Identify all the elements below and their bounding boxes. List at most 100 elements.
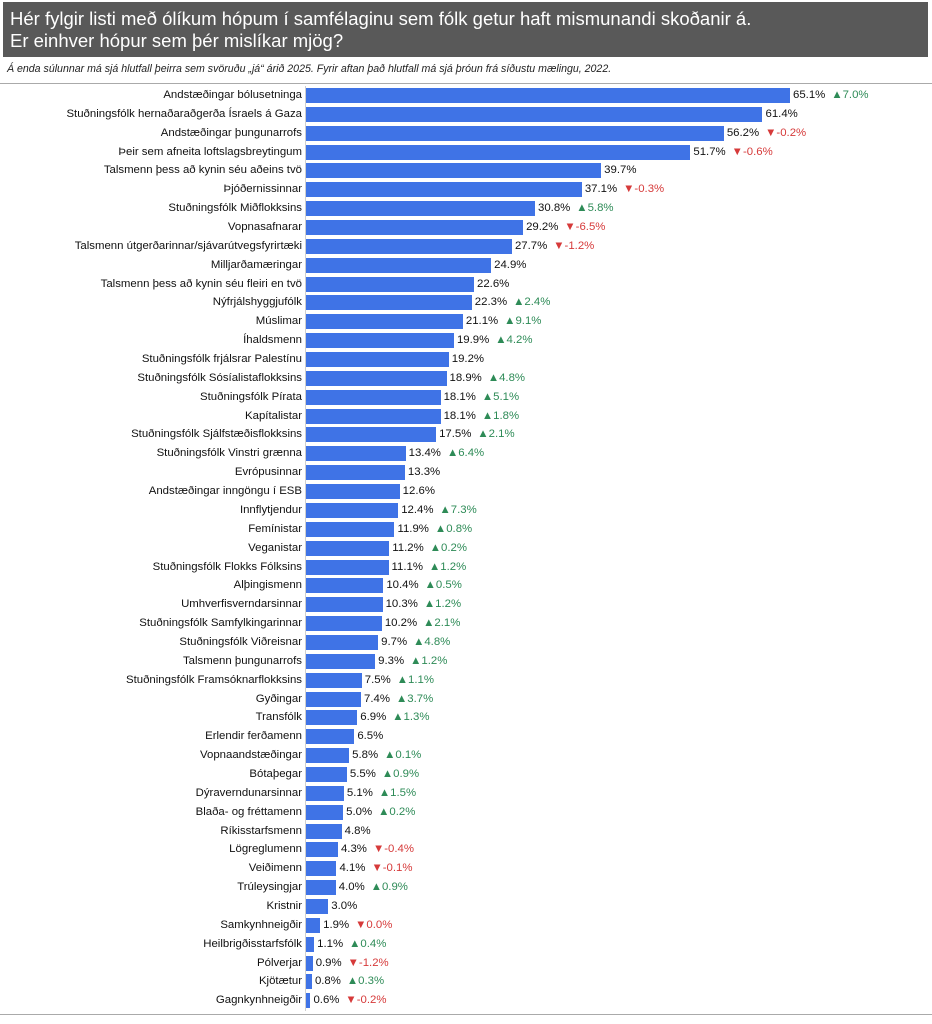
- change-up-label: ▲1.2%: [423, 598, 462, 611]
- bar-row: Vopnasafnarar 29.2% ▼-6.5%: [0, 218, 932, 237]
- value-text: 19.2%: [451, 353, 485, 366]
- value-text: 10.3%: [385, 598, 418, 611]
- value-text: 5.5%: [349, 767, 376, 780]
- bar: [306, 917, 321, 933]
- bar: [306, 446, 406, 462]
- value-text: 6.9%: [360, 711, 387, 724]
- bar: [306, 540, 390, 556]
- category-label: Stuðningsfólk Sósíalistaflokksins: [137, 371, 302, 384]
- bar: [306, 465, 405, 481]
- change-up-label: ▲2.1%: [423, 617, 461, 630]
- change-up-label: ▲7.0%: [831, 89, 869, 101]
- value-text: 27.7%: [514, 239, 548, 252]
- change-down-label: ▼-1.2%: [347, 956, 389, 969]
- category-label: Vopnaandstæðingar: [200, 749, 302, 762]
- change-up-label: ▲2.1%: [477, 428, 515, 441]
- bar-row: Nýfrjálshyggjufólk 22.3% ▲2.4%: [0, 293, 932, 312]
- value-label: 29.2% ▼-6.5%: [526, 220, 605, 235]
- category-label: Umhverfisverndarsinnar: [181, 598, 302, 611]
- value-text: 13.3%: [407, 466, 441, 479]
- change-up-label: ▲7.3%: [439, 503, 477, 516]
- bar-row: Evrópusinnar 13.3%: [0, 463, 932, 482]
- change-down-label: ▼-0.3%: [623, 183, 665, 196]
- category-label: Transfólk: [255, 711, 302, 724]
- value-label: 6.9% ▲1.3%: [360, 710, 429, 725]
- value-text: 22.3%: [474, 296, 508, 309]
- value-label: 22.6%: [477, 277, 509, 292]
- bar: [306, 578, 384, 594]
- change-up-label: ▲1.3%: [392, 711, 430, 724]
- bar: [306, 276, 475, 292]
- header-divider: [0, 83, 932, 84]
- value-text: 17.5%: [439, 428, 472, 441]
- bar: [306, 823, 342, 839]
- bar-row: Alþingismenn 10.4% ▲0.5%: [0, 576, 932, 595]
- value-text: 30.8%: [537, 202, 571, 215]
- category-label: Milljarðamæringar: [210, 258, 302, 271]
- change-up-label: ▲6.4%: [446, 447, 485, 460]
- change-up-label: ▲2.4%: [513, 296, 551, 309]
- value-label: 61.4%: [765, 107, 797, 122]
- value-text: 39.7%: [604, 164, 637, 177]
- bar-row: Íhaldsmenn 19.9% ▲4.2%: [0, 331, 932, 350]
- bar-row: Gagnkynhneigðir 0.6% ▼-0.2%: [0, 991, 932, 1010]
- change-up-label: ▲1.5%: [378, 786, 417, 799]
- change-up-label: ▲3.7%: [395, 692, 434, 705]
- bar-row: Samkynhneigðir 1.9% ▼0.0%: [0, 916, 932, 935]
- value-text: 9.3%: [378, 654, 405, 667]
- bar-row: Stuðningsfólk Framsóknarflokksins 7.5% ▲1.…: [0, 671, 932, 690]
- value-label: 10.2% ▲2.1%: [385, 616, 461, 631]
- change-up-label: ▲0.8%: [434, 522, 473, 535]
- bar: [306, 88, 790, 103]
- bar: [306, 201, 535, 217]
- value-label: 13.3%: [408, 465, 440, 480]
- chart-title-line-1: Hér fylgir listi með ólíkum hópum í samf…: [10, 8, 752, 29]
- value-label: 18.1% ▲1.8%: [444, 409, 520, 424]
- chart-title-line-2: Er einhver hópur sem þér mislíkar mjög?: [10, 30, 344, 51]
- bar: [306, 785, 344, 801]
- bar: [306, 125, 724, 141]
- value-label: 10.3% ▲1.2%: [386, 597, 462, 612]
- bar-row: Stuðningsfólk Sósíalistaflokksins 18.9% ▲4…: [0, 369, 932, 388]
- value-label: 11.9% ▲0.8%: [397, 522, 472, 537]
- category-label: Trúleysingjar: [237, 881, 302, 894]
- bar-row: Talsmenn þungunarrofs 9.3% ▲1.2%: [0, 652, 932, 671]
- change-up-label: ▲0.2%: [429, 541, 467, 554]
- category-label: Lögreglumenn: [229, 843, 302, 856]
- value-label: 56.2% ▼-0.2%: [727, 126, 806, 141]
- value-text: 1.9%: [323, 918, 350, 931]
- value-text: 24.9%: [494, 258, 527, 271]
- bar: [306, 936, 315, 952]
- value-text: 29.2%: [526, 221, 559, 234]
- value-label: 30.8% ▲5.8%: [538, 201, 614, 216]
- category-label: Kjötætur: [258, 975, 302, 988]
- value-label: 18.1% ▲5.1%: [444, 390, 520, 405]
- value-label: 5.8% ▲0.1%: [352, 748, 421, 763]
- value-label: 9.7% ▲4.8%: [381, 635, 450, 650]
- bar-row: Femínistar 11.9% ▲0.8%: [0, 520, 932, 539]
- bar-row: Kapítalistar 18.1% ▲1.8%: [0, 407, 932, 426]
- value-label: 12.6%: [403, 484, 435, 499]
- category-label: Nýfrjálshyggjufólk: [212, 296, 302, 309]
- value-label: 4.3% ▼-0.4%: [341, 842, 414, 857]
- category-label: Pólverjar: [257, 956, 302, 969]
- bar-row: Talsmenn þess að kynin séu fleiri en tvö…: [0, 275, 932, 294]
- change-up-label: ▲0.9%: [370, 881, 408, 894]
- category-label: Talsmenn útgerðarinnar/sjávarútvegsfyrir…: [74, 239, 302, 252]
- bar: [306, 710, 358, 726]
- value-text: 19.9%: [456, 334, 490, 347]
- bar: [306, 484, 400, 500]
- change-down-label: ▼-0.4%: [372, 843, 414, 856]
- value-label: 7.5% ▲1.1%: [365, 673, 434, 688]
- category-label: Evrópusinnar: [234, 466, 302, 479]
- value-text: 10.2%: [384, 617, 418, 630]
- bar-row: Vopnaandstæðingar 5.8% ▲0.1%: [0, 746, 932, 765]
- bar: [306, 408, 441, 424]
- value-label: 13.4% ▲6.4%: [409, 446, 485, 461]
- category-label: Andstæðingar inngöngu í ESB: [148, 485, 302, 498]
- bar-row: Umhverfisverndarsinnar 10.3% ▲1.2%: [0, 595, 932, 614]
- bar: [306, 804, 344, 820]
- category-label: Þjóðernissinnar: [223, 183, 302, 196]
- bar: [306, 880, 336, 896]
- bar: [306, 163, 602, 179]
